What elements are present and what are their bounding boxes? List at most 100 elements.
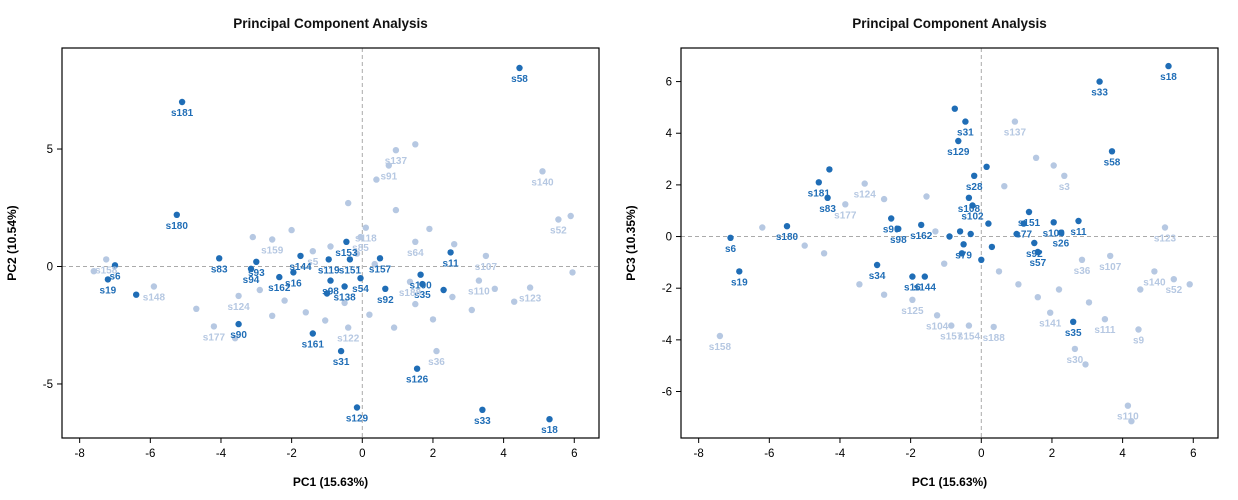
point-label-s34: s34: [869, 271, 886, 282]
point-label-s181: s181: [808, 188, 831, 199]
point-label-s137: s137: [1004, 128, 1027, 139]
data-point-s102: [969, 202, 976, 209]
point-label-s19: s19: [100, 285, 117, 296]
data-point-s159: [269, 236, 276, 243]
point-label-s30: s30: [1067, 355, 1084, 366]
data-point-s138: [341, 283, 348, 290]
data-point-s92: [382, 285, 389, 292]
point-label-s98: s98: [322, 287, 339, 298]
data-point-s107: [1107, 252, 1114, 260]
point-label-s158: s158: [709, 342, 732, 353]
data-point-s129: [353, 404, 361, 411]
plot-box: [680, 47, 1219, 439]
data-point: [468, 306, 475, 314]
data-point-s110: [475, 277, 483, 284]
point-label-s177: s177: [834, 210, 857, 221]
data-point: [327, 243, 334, 250]
chart-title-left: Principal Component Analysis: [233, 16, 428, 31]
data-point-s144: [921, 273, 928, 280]
data-point-s26: [1057, 229, 1064, 236]
point-label-s122: s122: [337, 334, 360, 345]
point-label-s18: s18: [541, 425, 558, 436]
point-label-s6: s6: [725, 244, 737, 255]
data-point: [302, 309, 309, 316]
data-point: [392, 206, 400, 214]
data-point: [759, 224, 766, 231]
chart-title-right: Principal Component Analysis: [852, 16, 1047, 31]
data-point: [988, 243, 996, 251]
point-label-s102: s102: [961, 212, 984, 223]
data-point-s122: [345, 324, 352, 331]
data-point-s9: [1135, 326, 1142, 333]
data-point-s11: [447, 249, 454, 256]
data-point-s157: [376, 255, 384, 262]
data-point-s6: [111, 262, 119, 269]
y-tick-label: 2: [666, 180, 672, 192]
point-label-s140: s140: [1143, 277, 1166, 288]
point-label-s52: s52: [1165, 285, 1182, 296]
data-point-s104: [933, 312, 941, 319]
data-point-s154: [965, 322, 973, 329]
data-point-s90: [235, 320, 242, 328]
x-tick-label: 4: [500, 448, 507, 460]
data-point-s57: [1034, 248, 1041, 256]
point-label-s6: s6: [109, 271, 121, 282]
data-point-s119: [325, 256, 332, 263]
point-label-s79: s79: [955, 250, 972, 261]
data-point-s83: [216, 255, 223, 262]
y-axis-label: PC2 (10.54%): [5, 205, 19, 280]
data-point-s19: [104, 276, 112, 283]
data-point: [1050, 162, 1057, 169]
data-point: [820, 250, 828, 257]
point-label-s124: s124: [227, 302, 250, 313]
data-point: [412, 141, 419, 148]
data-point-s123: [1161, 224, 1169, 231]
point-label-s77: s77: [1015, 230, 1032, 241]
data-point: [923, 193, 930, 200]
point-label-s104: s104: [926, 321, 949, 332]
data-point: [412, 300, 419, 308]
point-label-s110: s110: [1117, 412, 1139, 423]
point-label-s148: s148: [143, 293, 166, 304]
data-point-s110: [1124, 402, 1132, 409]
data-point: [451, 241, 458, 248]
data-point: [440, 286, 447, 294]
data-point-s123: [526, 284, 534, 291]
point-label-s180: s180: [776, 232, 799, 243]
plot-box: [61, 47, 600, 439]
data-point-s111: [1101, 316, 1109, 323]
data-point-s85: [357, 233, 364, 241]
data-point-s124: [861, 180, 868, 187]
x-tick-label: 4: [1119, 448, 1126, 460]
data-point: [567, 212, 574, 220]
x-axis-label: PC1 (15.63%): [912, 475, 987, 489]
data-point-s58: [1108, 148, 1116, 155]
x-tick-label: 6: [571, 448, 577, 460]
y-tick-label: -2: [662, 283, 672, 295]
point-label-s107: s107: [475, 262, 498, 273]
y-tick-label: -6: [662, 387, 672, 399]
data-point-s107: [482, 252, 490, 260]
data-point-s162: [918, 221, 925, 229]
x-tick-label: -8: [694, 448, 704, 460]
pca-plot-pc1-pc2: Principal Component Analysis -8 -6 -4 -2 0 2 4…: [5, 16, 600, 489]
data-point: [90, 268, 98, 275]
data-point: [231, 335, 239, 342]
data-point: [256, 286, 263, 294]
point-label-s92: s92: [377, 295, 394, 306]
point-label-s108: s108: [958, 204, 981, 215]
data-point: [951, 105, 958, 112]
data-point: [323, 290, 331, 297]
data-point-s19: [736, 268, 743, 275]
point-label-s129: s129: [346, 414, 369, 425]
data-point: [281, 297, 288, 304]
data-point-s90: [888, 215, 895, 222]
point-label-s18: s18: [1160, 72, 1177, 83]
data-point-s6: [727, 234, 734, 241]
point-label-s100: s100: [409, 281, 432, 292]
point-label-s161: s161: [302, 340, 325, 351]
point-label-s144: s144: [914, 283, 937, 294]
point-label-s123: s123: [519, 294, 542, 305]
data-point-s140: [539, 168, 546, 175]
point-label-s36: s36: [1074, 266, 1091, 277]
